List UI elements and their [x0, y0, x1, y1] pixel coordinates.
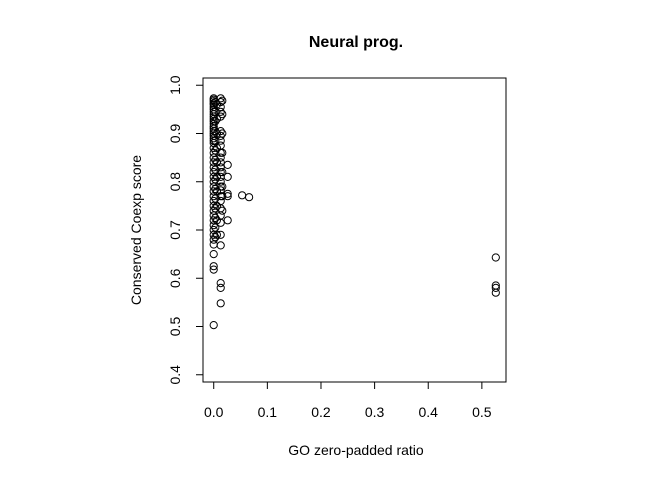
data-point [218, 129, 227, 138]
data-point [211, 155, 220, 165]
y-tick-label: 0.7 [167, 220, 183, 240]
data-point [218, 168, 227, 177]
data-point [209, 321, 218, 330]
chart-title: Neural prog. [309, 34, 403, 51]
x-tick-label: 0.1 [258, 404, 278, 420]
data-point [218, 206, 227, 215]
data-point [209, 240, 218, 249]
y-axis: 0.4 0.5 0.6 0.7 0.8 0.9 1.0 [167, 75, 204, 385]
data-point [216, 127, 225, 136]
data-point [211, 213, 220, 222]
data-point [209, 250, 218, 259]
y-tick-label: 0.6 [167, 268, 183, 288]
data-point [216, 112, 225, 121]
data-point [211, 146, 220, 155]
x-tick-label: 0.3 [365, 404, 385, 420]
x-tick-label: 0.2 [311, 404, 331, 420]
data-point [223, 172, 232, 181]
y-tick-label: 1.0 [167, 75, 183, 95]
data-point [223, 192, 232, 201]
data-point [216, 153, 225, 162]
data-point [216, 177, 225, 186]
data-point [211, 204, 220, 213]
data-point [216, 107, 225, 116]
data-point [216, 131, 225, 140]
data-point [238, 191, 247, 200]
y-tick-label: 0.9 [167, 124, 183, 144]
data-point [209, 265, 218, 274]
data-point [211, 184, 220, 194]
data-point [223, 189, 232, 198]
y-tick-label: 0.4 [167, 365, 183, 385]
data-point [211, 127, 220, 136]
data-point [216, 241, 225, 250]
data-point [211, 233, 220, 242]
data-point [216, 163, 225, 172]
data-point [212, 230, 221, 239]
x-axis: 0.0 0.1 0.2 0.3 0.4 0.5 [204, 381, 492, 420]
data-point [216, 186, 225, 195]
data-point [216, 230, 225, 239]
data-point [216, 98, 225, 107]
data-point [216, 94, 225, 103]
y-axis-label: Conserved Coexp score [128, 155, 144, 305]
data-point [218, 96, 227, 105]
data-point [491, 288, 500, 297]
x-tick-label: 0.0 [204, 404, 224, 420]
data-points [209, 94, 500, 330]
data-point [218, 192, 227, 201]
data-point [218, 182, 227, 191]
data-point [245, 193, 254, 202]
y-tick-label: 0.5 [167, 317, 183, 337]
data-point [218, 110, 227, 119]
x-axis-label: GO zero-padded ratio [288, 442, 424, 458]
data-point [211, 175, 220, 184]
data-point [216, 279, 225, 288]
data-point [491, 253, 500, 262]
data-point [216, 218, 225, 227]
data-point [216, 299, 225, 308]
y-tick-label: 0.8 [167, 172, 183, 192]
data-point [211, 117, 220, 126]
plot-frame [202, 77, 507, 383]
x-tick-label: 0.4 [419, 404, 439, 420]
data-point [218, 148, 227, 157]
x-tick-label: 0.5 [472, 404, 492, 420]
data-point [209, 262, 218, 271]
data-point [223, 216, 232, 225]
data-point [216, 283, 225, 292]
data-point [223, 160, 232, 169]
data-point [216, 158, 225, 167]
data-point [491, 283, 500, 292]
